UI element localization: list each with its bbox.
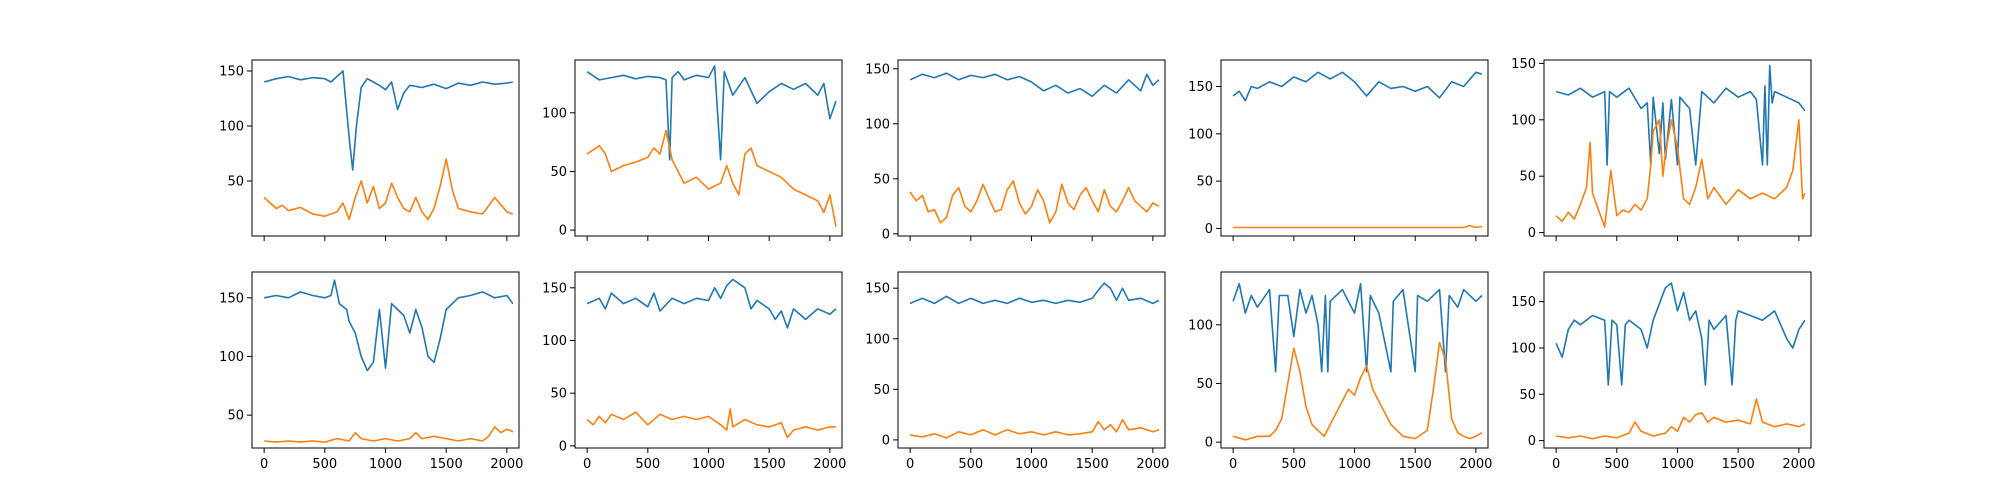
- series-line-1: [586, 65, 837, 161]
- y-tick-label: 100: [219, 350, 244, 365]
- plot-frame: [1543, 271, 1812, 449]
- x-tick-label: 1500: [1399, 457, 1432, 472]
- series-line-2: [1555, 398, 1806, 440]
- plot-frame: [1220, 271, 1489, 449]
- series-line-1: [586, 278, 837, 329]
- x-tick-label: 0: [260, 457, 268, 472]
- series-line-2: [264, 426, 514, 443]
- y-tick-label: 50: [873, 383, 890, 398]
- y-tick-label: 50: [1196, 175, 1213, 190]
- series-line-2: [1233, 224, 1483, 229]
- subplot-2: 0 50 100: [542, 59, 843, 241]
- x-tick-label: 2000: [1782, 457, 1815, 472]
- subplot-3: 0 50 100 150: [865, 59, 1166, 242]
- y-tick-label: 150: [219, 65, 244, 80]
- y-tick-label: 0: [1205, 222, 1213, 237]
- y-tick-label: 100: [865, 332, 890, 347]
- y-tick-label: 150: [865, 282, 890, 297]
- x-tick-label: 2000: [490, 457, 523, 472]
- plot-frame: [897, 59, 1166, 237]
- series-line-2: [909, 180, 1160, 224]
- x-tick-label: 2000: [1136, 457, 1169, 472]
- x-tick-label: 500: [1281, 457, 1306, 472]
- x-tick-label: 500: [312, 457, 337, 472]
- subplot-1: 50 100 150: [219, 59, 520, 241]
- series-line-2: [586, 129, 837, 227]
- y-tick-label: 50: [873, 172, 890, 187]
- x-tick-label: 1500: [753, 457, 786, 472]
- plot-frame: [897, 271, 1166, 449]
- series-line-1: [1555, 282, 1806, 386]
- series-line-2: [1555, 119, 1806, 228]
- y-tick-label: 50: [1196, 377, 1213, 392]
- y-tick-label: 0: [882, 433, 890, 448]
- y-tick-label: 100: [219, 120, 244, 135]
- y-tick-label: 100: [542, 334, 567, 349]
- series-line-1: [1232, 282, 1483, 373]
- y-tick-label: 150: [542, 281, 567, 296]
- x-tick-label: 1000: [1338, 457, 1371, 472]
- series-line-1: [909, 72, 1160, 98]
- y-tick-label: 0: [1528, 434, 1536, 449]
- y-tick-label: 150: [1188, 80, 1213, 95]
- series-line-2: [263, 158, 514, 221]
- y-tick-label: 150: [219, 291, 244, 306]
- y-tick-label: 100: [1188, 318, 1213, 333]
- y-tick-label: 100: [1511, 341, 1536, 356]
- series-line-1: [263, 70, 514, 171]
- series-line-1: [263, 279, 514, 372]
- y-tick-label: 150: [1511, 57, 1536, 72]
- y-tick-label: 50: [227, 409, 244, 424]
- subplot-5: 0 50 100 150: [1511, 57, 1812, 241]
- y-tick-label: 100: [1511, 113, 1536, 128]
- x-tick-label: 0: [1552, 457, 1560, 472]
- x-tick-label: 1500: [430, 457, 463, 472]
- y-tick-label: 50: [550, 387, 567, 402]
- y-tick-label: 150: [1511, 295, 1536, 310]
- plot-frame: [574, 59, 843, 237]
- y-tick-label: 0: [882, 227, 890, 242]
- y-tick-label: 0: [1205, 436, 1213, 451]
- y-tick-label: 50: [227, 175, 244, 190]
- plot-frame: [574, 271, 843, 449]
- series-line-1: [1555, 64, 1806, 166]
- series-line-1: [1232, 71, 1483, 102]
- y-tick-label: 50: [1519, 388, 1536, 403]
- x-tick-label: 1500: [1076, 457, 1109, 472]
- y-tick-label: 100: [542, 106, 567, 121]
- y-tick-label: 0: [1528, 226, 1536, 241]
- y-tick-label: 0: [559, 439, 567, 454]
- x-tick-label: 500: [958, 457, 983, 472]
- series-line-2: [1232, 341, 1483, 441]
- y-tick-label: 50: [550, 165, 567, 180]
- series-line-1: [909, 282, 1160, 305]
- x-tick-label: 1500: [1722, 457, 1755, 472]
- x-tick-label: 1000: [369, 457, 402, 472]
- y-tick-label: 150: [865, 62, 890, 77]
- y-tick-label: 100: [865, 117, 890, 132]
- series-line-2: [586, 408, 836, 439]
- series-line-2: [909, 418, 1160, 439]
- x-tick-label: 0: [583, 457, 591, 472]
- x-tick-label: 1000: [1661, 457, 1694, 472]
- x-tick-label: 500: [635, 457, 660, 472]
- x-tick-label: 1000: [1015, 457, 1048, 472]
- x-tick-label: 0: [1229, 457, 1237, 472]
- y-tick-label: 0: [559, 224, 567, 239]
- subplot-4: 0 50 100 150: [1188, 59, 1489, 241]
- x-tick-label: 2000: [1459, 457, 1492, 472]
- y-tick-label: 100: [1188, 127, 1213, 142]
- x-tick-label: 2000: [813, 457, 846, 472]
- x-tick-label: 1000: [692, 457, 725, 472]
- x-tick-label: 0: [906, 457, 914, 472]
- y-tick-label: 50: [1519, 170, 1536, 185]
- x-tick-label: 500: [1604, 457, 1629, 472]
